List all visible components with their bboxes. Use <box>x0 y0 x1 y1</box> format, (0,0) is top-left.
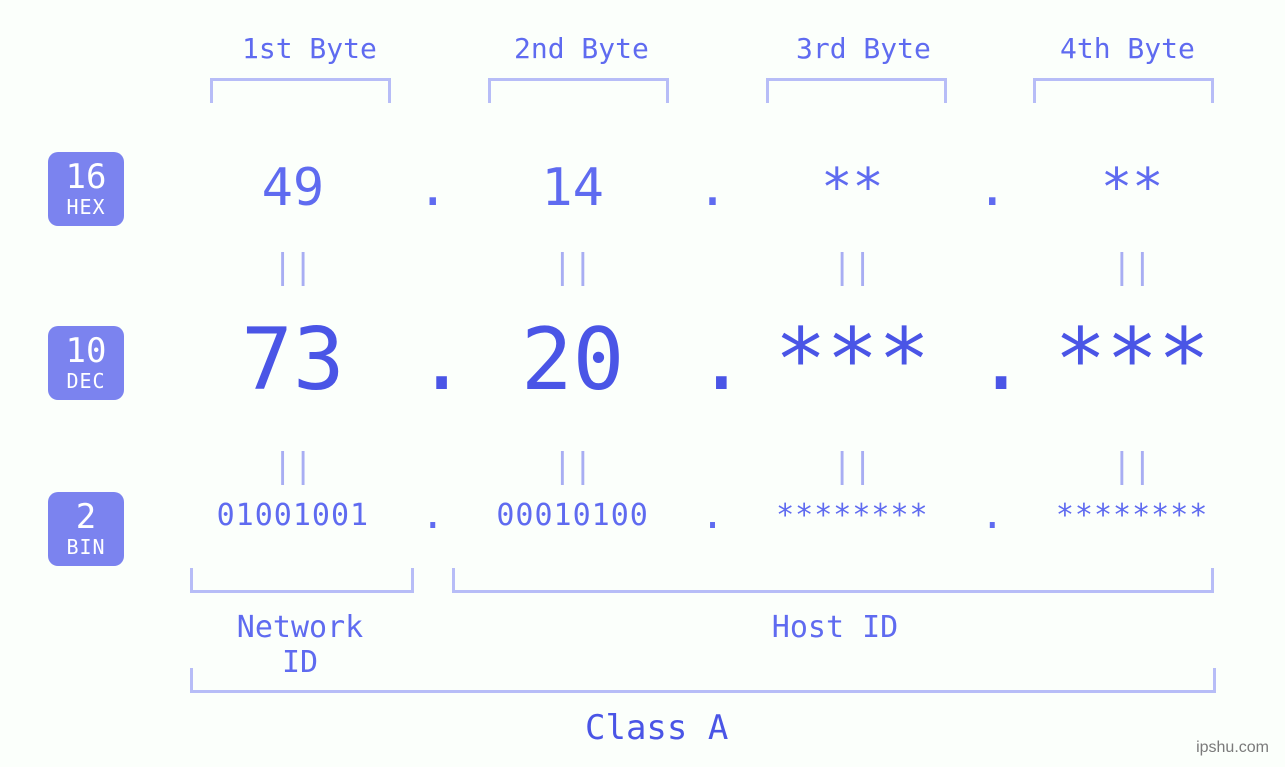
byte-header-1: 1st Byte <box>242 32 377 65</box>
ip-byte-diagram: 1st Byte 2nd Byte 3rd Byte 4th Byte 16 H… <box>0 0 1285 767</box>
dot: . <box>416 158 450 218</box>
badge-dec-num: 10 <box>66 334 107 370</box>
badge-dec-label: DEC <box>66 371 105 392</box>
equals-icon: || <box>730 446 976 486</box>
equals-icon: || <box>170 446 416 486</box>
equals-icon: || <box>450 247 696 287</box>
class-bracket <box>190 668 1216 693</box>
dot: . <box>416 310 450 410</box>
badge-dec: 10 DEC <box>48 326 124 400</box>
bin-byte-1: 01001001 <box>170 498 416 533</box>
equals-icon: || <box>1009 247 1255 287</box>
network-id-bracket <box>190 568 414 593</box>
equals-icon: || <box>730 247 976 287</box>
badge-hex-label: HEX <box>66 197 105 218</box>
top-bracket-2 <box>488 78 669 103</box>
byte-header-2: 2nd Byte <box>514 32 649 65</box>
equals-row-1: || || || || <box>170 247 1255 287</box>
equals-row-2: || || || || <box>170 446 1255 486</box>
dot: . <box>975 492 1009 538</box>
hex-byte-4: ** <box>1009 158 1255 218</box>
dot: . <box>975 310 1009 410</box>
byte-header-3: 3rd Byte <box>796 32 931 65</box>
equals-icon: || <box>1009 446 1255 486</box>
bin-row: 01001001 . 00010100 . ******** . *******… <box>170 492 1255 538</box>
dot: . <box>696 158 730 218</box>
badge-bin: 2 BIN <box>48 492 124 566</box>
hex-byte-2: 14 <box>450 158 696 218</box>
watermark: ipshu.com <box>1196 739 1269 757</box>
dec-byte-1: 73 <box>170 310 416 410</box>
equals-icon: || <box>450 446 696 486</box>
host-id-bracket <box>452 568 1214 593</box>
dec-byte-4: *** <box>1009 310 1255 410</box>
equals-icon: || <box>170 247 416 287</box>
top-bracket-4 <box>1033 78 1214 103</box>
dot: . <box>416 492 450 538</box>
dot: . <box>696 310 730 410</box>
byte-header-4: 4th Byte <box>1060 32 1195 65</box>
bin-byte-2: 00010100 <box>450 498 696 533</box>
hex-byte-3: ** <box>730 158 976 218</box>
badge-bin-label: BIN <box>66 537 105 558</box>
top-bracket-3 <box>766 78 947 103</box>
dec-byte-2: 20 <box>450 310 696 410</box>
bin-byte-4: ******** <box>1009 498 1255 533</box>
dec-byte-3: *** <box>730 310 976 410</box>
hex-byte-1: 49 <box>170 158 416 218</box>
dot: . <box>975 158 1009 218</box>
dec-row: 73 . 20 . *** . *** <box>170 310 1255 410</box>
badge-bin-num: 2 <box>76 500 96 536</box>
host-id-label: Host ID <box>770 610 900 645</box>
hex-row: 49 . 14 . ** . ** <box>170 158 1255 218</box>
top-bracket-1 <box>210 78 391 103</box>
dot: . <box>696 492 730 538</box>
bin-byte-3: ******** <box>730 498 976 533</box>
class-label: Class A <box>585 708 728 748</box>
badge-hex: 16 HEX <box>48 152 124 226</box>
badge-hex-num: 16 <box>66 160 107 196</box>
